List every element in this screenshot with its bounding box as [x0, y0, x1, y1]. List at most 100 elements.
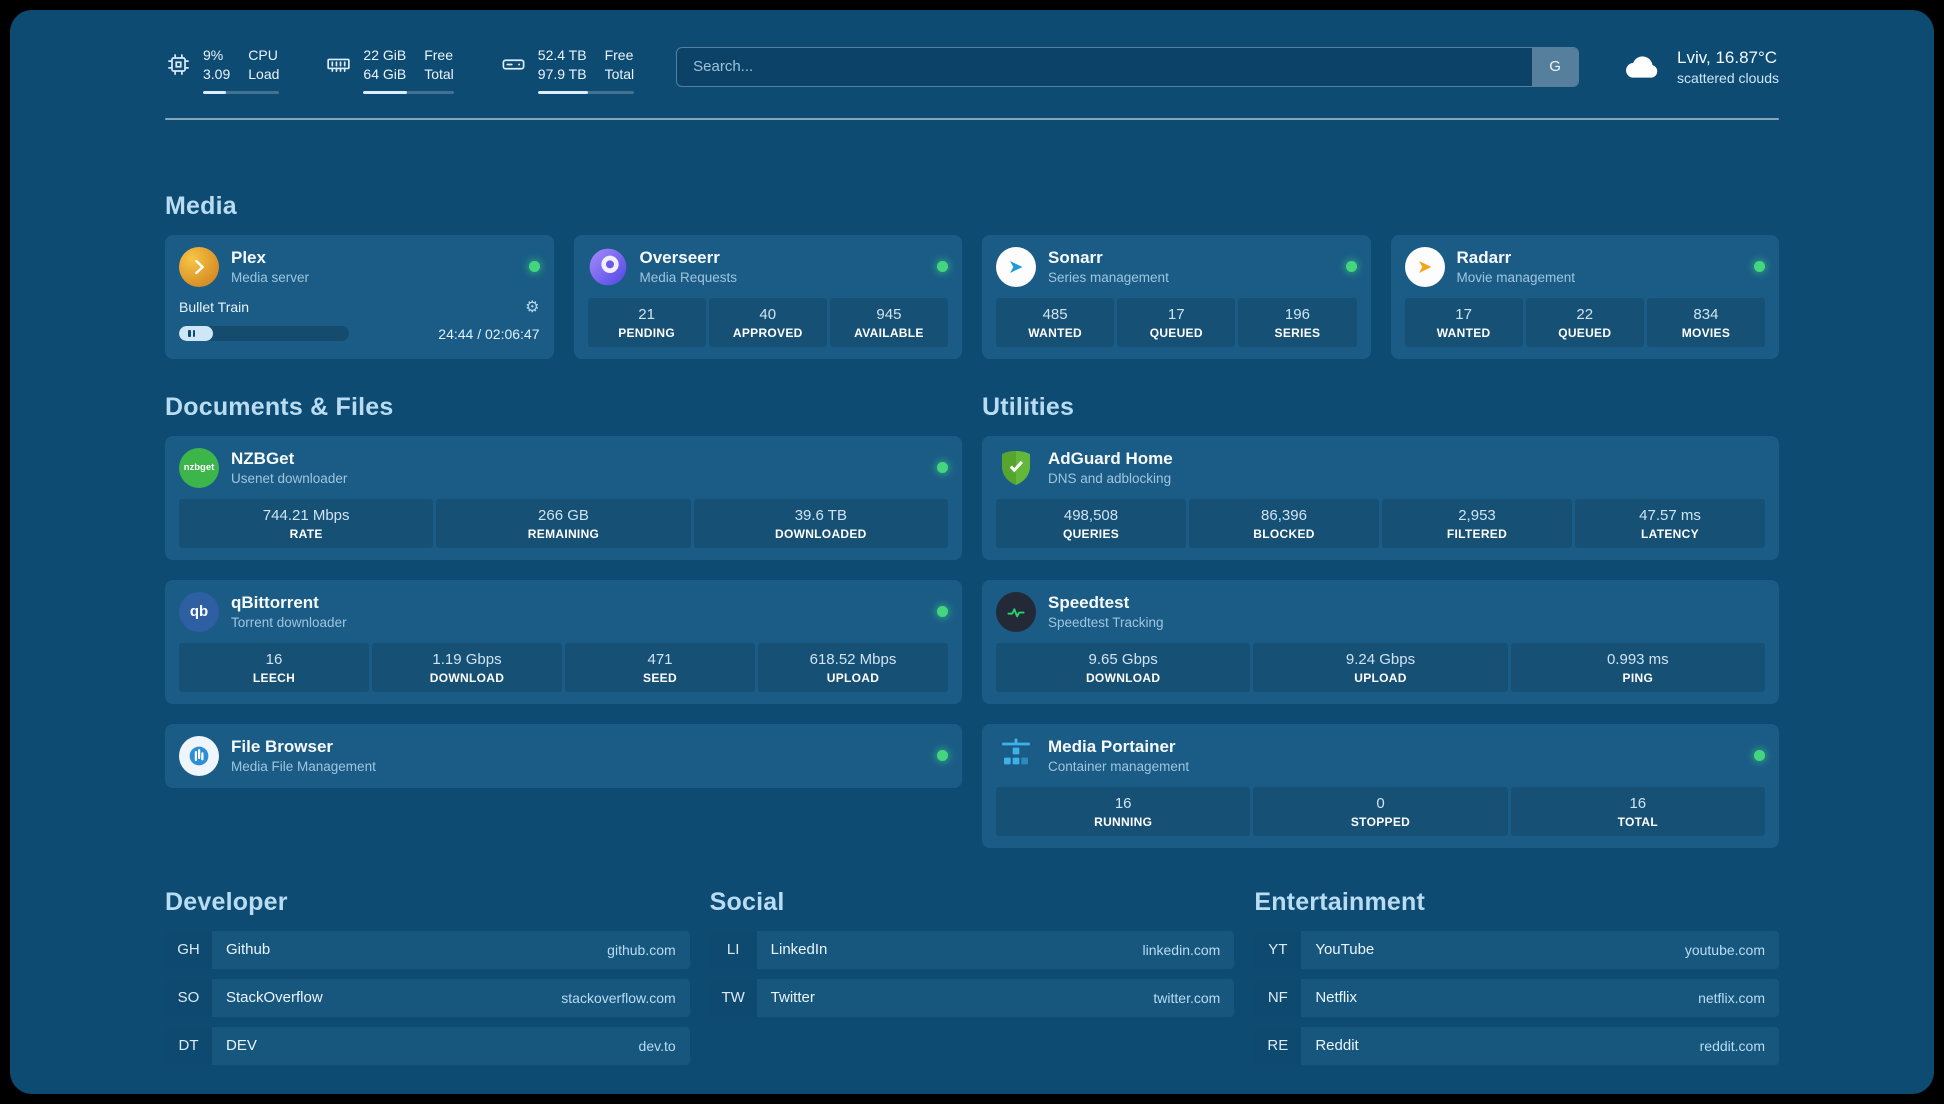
service-subtitle: Usenet downloader	[231, 471, 348, 487]
gear-icon[interactable]: ⚙	[525, 298, 540, 316]
status-online-dot	[1345, 261, 1357, 273]
service-title: Media Portainer	[1048, 737, 1176, 757]
plex-icon	[179, 246, 219, 287]
service-subtitle: DNS and adblocking	[1048, 471, 1172, 487]
media-section: Media Plex Media server Bullet Train ⚙	[165, 192, 1779, 359]
stat-seed: 471 SEED	[565, 642, 755, 692]
dashboard: 9% CPU 3.09 Load 22 GiB Free 64 GiB T	[10, 10, 1934, 1094]
search-provider-button[interactable]: G	[1532, 47, 1579, 86]
status-online-dot	[1754, 750, 1765, 762]
bookmark-domain: stackoverflow.com	[561, 989, 676, 1006]
bookmark-youtube[interactable]: YT YouTube youtube.com	[1254, 930, 1779, 969]
cpu-chip-icon	[168, 54, 189, 76]
service-card-overseerr[interactable]: Overseerr Media Requests 21 PENDING 40 A…	[573, 234, 962, 359]
bookmark-abbr: YT	[1254, 930, 1302, 969]
memory-total-value: 64 GiB	[363, 65, 407, 82]
developer-section-title: Developer	[165, 887, 288, 916]
service-subtitle: Media File Management	[231, 759, 376, 775]
service-subtitle: Torrent downloader	[231, 615, 347, 631]
disk-free-value: 52.4 TB	[537, 47, 587, 63]
service-subtitle: Media server	[231, 270, 310, 286]
stat-leech: 16 LEECH	[179, 642, 369, 692]
bookmark-abbr: NF	[1254, 978, 1302, 1017]
search-bar: G	[676, 46, 1580, 87]
service-title: Plex	[231, 248, 266, 268]
memory-free-value: 22 GiB	[363, 47, 407, 63]
documents-section: Documents & Files nzbget NZBGet Usenet d…	[165, 393, 962, 848]
bookmark-abbr: DT	[165, 1026, 212, 1065]
social-section-title: Social	[709, 887, 785, 916]
portainer-icon	[996, 736, 1036, 776]
bookmark-abbr: RE	[1254, 1026, 1302, 1065]
stat-queued: 22 QUEUED	[1525, 297, 1644, 347]
stat-series: 196 SERIES	[1238, 297, 1357, 347]
weather-location: Lviv, 16.87°C	[1677, 47, 1778, 67]
qbittorrent-icon: qb	[179, 591, 219, 632]
stat-available: 945 AVAILABLE	[829, 297, 949, 347]
service-card-speedtest[interactable]: Speedtest Speedtest Tracking 9.65 Gbps D…	[982, 579, 1779, 704]
stat-wanted: 485 WANTED	[996, 297, 1115, 347]
service-title: qBittorrent	[231, 593, 319, 613]
service-card-portainer[interactable]: Media Portainer Container management 16 …	[982, 723, 1779, 848]
service-card-filebrowser[interactable]: File Browser Media File Management	[165, 723, 962, 788]
cpu-load-label: Load	[248, 65, 280, 82]
service-title: Radarr	[1456, 248, 1512, 268]
status-online-dot	[937, 261, 948, 273]
utilities-section: Utilities AdGuard Home DNS and adblockin…	[982, 393, 1779, 848]
service-card-nzbget[interactable]: nzbget NZBGet Usenet downloader 744.21 M…	[165, 435, 962, 560]
memory-widget: 22 GiB Free 64 GiB Total	[325, 46, 454, 94]
memory-progress-bar	[363, 90, 454, 94]
stat-download: 9.65 Gbps DOWNLOAD	[996, 642, 1251, 692]
disk-widget: 52.4 TB Free 97.9 TB Total	[500, 46, 635, 94]
memory-free-label: Free	[424, 47, 454, 63]
cpu-widget: 9% CPU 3.09 Load	[165, 46, 280, 94]
service-card-qbittorrent[interactable]: qb qBittorrent Torrent downloader 16 LEE…	[165, 579, 962, 704]
bookmark-netflix[interactable]: NF Netflix netflix.com	[1254, 978, 1779, 1017]
adguard-shield-icon	[996, 448, 1036, 488]
bookmarks-developer: Developer GH Github github.com SO StackO…	[165, 888, 690, 1075]
service-subtitle: Movie management	[1456, 270, 1576, 286]
bookmark-dev[interactable]: DT DEV dev.to	[165, 1026, 690, 1065]
stat-approved: 40 APPROVED	[708, 297, 827, 347]
disk-total-value: 97.9 TB	[537, 65, 587, 82]
playback-progress-bar[interactable]	[179, 326, 349, 342]
service-title: Speedtest	[1048, 593, 1130, 613]
nzbget-icon: nzbget	[179, 447, 219, 488]
cpu-usage-value: 9%	[203, 47, 224, 63]
bookmark-domain: dev.to	[638, 1037, 676, 1054]
disk-progress-bar	[537, 90, 635, 94]
cpu-label: CPU	[248, 47, 278, 63]
service-title: File Browser	[231, 737, 334, 757]
bookmark-reddit[interactable]: RE Reddit reddit.com	[1254, 1026, 1779, 1065]
bookmark-domain: reddit.com	[1699, 1037, 1765, 1054]
status-online-dot	[937, 606, 948, 618]
service-card-adguard[interactable]: AdGuard Home DNS and adblocking 498,508 …	[982, 435, 1779, 560]
service-title: NZBGet	[231, 449, 295, 469]
bookmark-name: LinkedIn	[770, 941, 828, 959]
bookmark-abbr: TW	[709, 978, 757, 1017]
status-online-dot	[937, 750, 948, 762]
pause-icon[interactable]	[188, 330, 195, 338]
service-card-sonarr[interactable]: Sonarr Series management 485 WANTED 17 Q…	[982, 234, 1371, 359]
filebrowser-icon	[179, 735, 219, 776]
bookmark-name: Netflix	[1315, 989, 1358, 1007]
playback-time: 24:44 / 02:06:47	[438, 325, 540, 342]
status-online-dot	[937, 462, 948, 474]
top-bar: 9% CPU 3.09 Load 22 GiB Free 64 GiB T	[165, 46, 1779, 94]
bookmark-github[interactable]: GH Github github.com	[165, 930, 690, 969]
overseerr-icon	[588, 247, 628, 287]
search-input[interactable]	[677, 47, 1533, 86]
stat-pending: 21 PENDING	[587, 297, 706, 347]
bookmark-name: DEV	[226, 1037, 257, 1055]
service-card-plex[interactable]: Plex Media server Bullet Train ⚙ 24:44 /…	[165, 234, 554, 359]
stat-remaining: 266 GB REMAINING	[436, 498, 691, 548]
bookmark-twitter[interactable]: TW Twitter twitter.com	[709, 978, 1235, 1017]
bookmark-abbr: SO	[165, 978, 212, 1017]
ram-icon	[327, 58, 351, 73]
bookmark-linkedin[interactable]: LI LinkedIn linkedin.com	[709, 930, 1235, 969]
weather-widget[interactable]: Lviv, 16.87°C scattered clouds	[1621, 48, 1779, 86]
bookmark-stackoverflow[interactable]: SO StackOverflow stackoverflow.com	[165, 978, 690, 1017]
service-card-radarr[interactable]: Radarr Movie management 17 WANTED 22 QUE…	[1390, 234, 1779, 359]
bookmark-name: Twitter	[770, 989, 815, 1007]
service-subtitle: Series management	[1048, 270, 1169, 286]
